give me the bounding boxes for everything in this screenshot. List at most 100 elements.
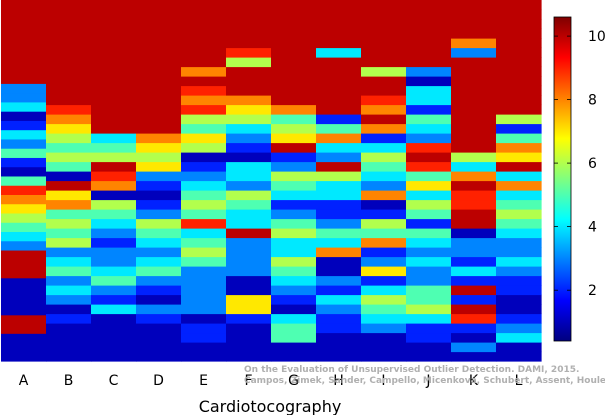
heatmap-cell (451, 161, 497, 172)
heatmap-cell (1, 277, 47, 288)
heatmap-cell (136, 180, 182, 191)
heatmap-cell (316, 85, 362, 96)
heatmap-cell (406, 332, 452, 343)
heatmap-cell (451, 342, 497, 353)
heatmap-cell (91, 133, 137, 144)
heatmap-cell (181, 275, 227, 286)
heatmap-cell (271, 95, 317, 106)
heatmap-cell (316, 209, 362, 220)
heatmap-cell (406, 247, 452, 258)
heatmap-cell (91, 152, 137, 163)
x-axis-label: Cardiotocography (199, 397, 342, 415)
x-tick-label: J (425, 373, 430, 389)
heatmap-cell (181, 199, 227, 210)
heatmap-cell (361, 66, 407, 77)
heatmap-cell (91, 228, 137, 239)
heatmap-cell (406, 323, 452, 334)
heatmap-cell (271, 123, 317, 134)
heatmap-cell (181, 28, 227, 39)
heatmap-cell (361, 104, 407, 115)
x-tick-label: L (515, 373, 523, 389)
heatmap-cell (451, 85, 497, 96)
heatmap-cell (496, 180, 542, 191)
heatmap-cell (496, 247, 542, 258)
heatmap-cell (451, 218, 497, 229)
heatmap-cell (46, 190, 92, 201)
heatmap-cell (406, 294, 452, 305)
heatmap-cell (316, 28, 362, 39)
heatmap-cell (316, 332, 362, 343)
heatmap-cell (226, 323, 272, 334)
heatmap-cell (316, 76, 362, 87)
heatmap-cell (271, 266, 317, 277)
heatmap-cell (1, 157, 47, 168)
heatmap-cell (181, 332, 227, 343)
heatmap-cell (91, 237, 137, 248)
heatmap-cell (451, 247, 497, 258)
heatmap-cell (46, 161, 92, 172)
heatmap-cell (91, 247, 137, 258)
heatmap-cell (451, 313, 497, 324)
heatmap-cell (496, 38, 542, 49)
x-tick-label: E (199, 373, 208, 389)
heatmap-cell (496, 95, 542, 106)
heatmap-cell (406, 123, 452, 134)
heatmap-cell (46, 304, 92, 315)
heatmap-cell (181, 133, 227, 144)
heatmap-cell (271, 199, 317, 210)
heatmap-cell (361, 313, 407, 324)
heatmap-cell (136, 342, 182, 353)
heatmap-cell (406, 313, 452, 324)
heatmap-cell (316, 95, 362, 106)
heatmap-cell (136, 85, 182, 96)
heatmap-cell (46, 76, 92, 87)
heatmap-cell (361, 351, 407, 362)
heatmap-cell (451, 114, 497, 125)
heatmap-cell (361, 76, 407, 87)
heatmap-cell (271, 133, 317, 144)
heatmap-cell (181, 247, 227, 258)
heatmap-cell (46, 294, 92, 305)
heatmap-cell (1, 148, 47, 158)
heatmap-cell (136, 294, 182, 305)
heatmap-cell (136, 199, 182, 210)
heatmap-cell (1, 305, 47, 316)
heatmap-cell (361, 275, 407, 286)
heatmap-cell (316, 247, 362, 258)
heatmap-cell (46, 323, 92, 334)
heatmap-cell (226, 171, 272, 182)
heatmap-cell (271, 313, 317, 324)
heatmap-cell (361, 199, 407, 210)
x-tick-label: F (244, 373, 252, 389)
heatmap-cell (181, 294, 227, 305)
x-tick-label: K (469, 373, 479, 389)
heatmap-cell (181, 228, 227, 239)
heatmap-cell (451, 351, 497, 362)
heatmap-cell (46, 313, 92, 324)
heatmap-cell (1, 231, 47, 242)
x-tick-label: D (153, 373, 164, 389)
heatmap-cell (406, 342, 452, 353)
heatmap-cell (226, 275, 272, 286)
heatmap-cell (136, 123, 182, 134)
heatmap-cell (271, 323, 317, 334)
heatmap-cell (496, 133, 542, 144)
heatmap-cell (271, 180, 317, 191)
heatmap-cell (91, 180, 137, 191)
heatmap-cell (451, 142, 497, 153)
heatmap-cell (496, 342, 542, 353)
heatmap-cell (271, 152, 317, 163)
heatmap-cell (451, 209, 497, 220)
heatmap-cell (451, 95, 497, 106)
heatmap-cell (226, 57, 272, 68)
heatmap-cell (406, 304, 452, 315)
heatmap-cell (496, 237, 542, 248)
heatmap-cell (361, 342, 407, 353)
heatmap-cell (46, 28, 92, 39)
heatmap-cell (136, 104, 182, 115)
heatmap-cell (181, 95, 227, 106)
heatmap-cell (451, 332, 497, 343)
heatmap-cell (46, 247, 92, 258)
heatmap-cell (91, 294, 137, 305)
heatmap-cell (136, 57, 182, 68)
